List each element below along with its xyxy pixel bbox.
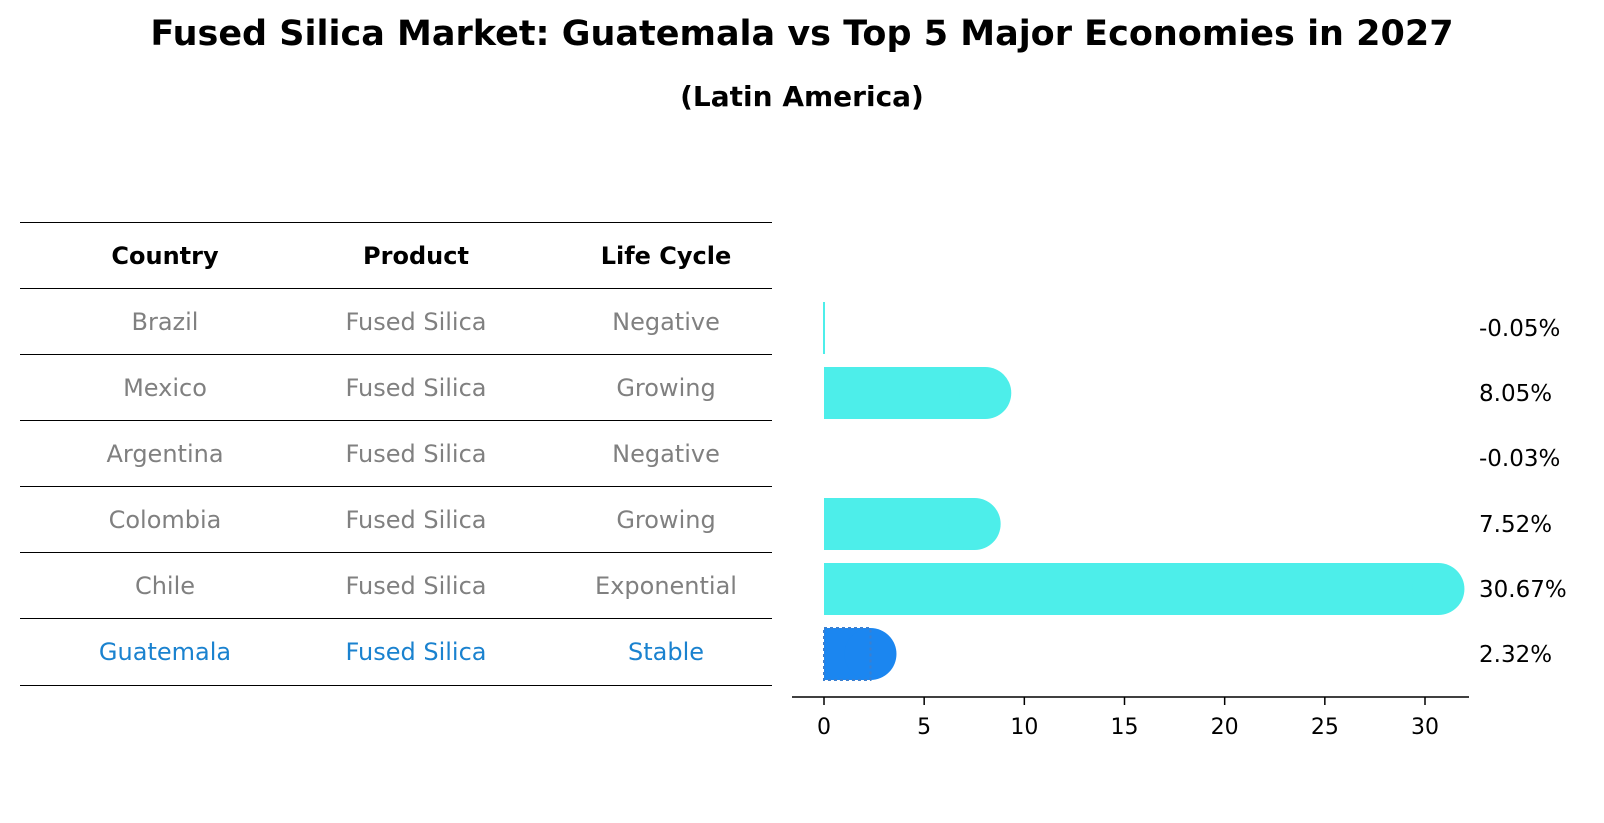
cell-life-cycle: Stable <box>627 638 705 666</box>
cell-country: Brazil <box>131 308 199 336</box>
cell-country: Guatemala <box>98 638 232 666</box>
x-tick-label: 20 <box>1211 715 1239 740</box>
bar-cap-colombia <box>948 498 1001 550</box>
cell-life-cycle: Negative <box>612 440 720 468</box>
table-row: Chile Fused Silica Exponential <box>20 552 772 619</box>
cell-country: Chile <box>134 572 196 600</box>
chart-subtitle: (Latin America) <box>680 80 924 113</box>
cell-life-cycle: Exponential <box>595 572 737 600</box>
cell-life-cycle: Negative <box>612 308 720 336</box>
bar-chile <box>824 563 1439 615</box>
table-row: Mexico Fused Silica Growing <box>20 354 772 421</box>
chart-title: Fused Silica Market: Guatemala vs Top 5 … <box>150 14 1454 54</box>
x-tick-label: 25 <box>1311 715 1339 740</box>
cell-country: Argentina <box>106 440 224 468</box>
cell-product: Fused Silica <box>345 506 487 534</box>
bar-outline-guatemala <box>823 627 872 681</box>
cell-product: Fused Silica <box>345 638 487 666</box>
value-label-argentina: -0.03% <box>1479 446 1560 472</box>
x-tick-label: 5 <box>917 715 931 740</box>
table-header-row: Country Product Life Cycle <box>20 222 772 289</box>
x-tick-label: 0 <box>817 715 831 740</box>
cell-product: Fused Silica <box>345 572 487 600</box>
cell-product: Fused Silica <box>345 374 487 402</box>
table-row: Colombia Fused Silica Growing <box>20 486 772 553</box>
cell-life-cycle: Growing <box>616 506 716 534</box>
header-life-cycle: Life Cycle <box>600 242 732 270</box>
value-label-chile: 30.67% <box>1479 577 1567 603</box>
table-row-highlight: Guatemala Fused Silica Stable <box>20 618 772 686</box>
x-tick-label: 15 <box>1111 715 1139 740</box>
table-row: Argentina Fused Silica Negative <box>20 420 772 487</box>
bar-cap-chile <box>1412 563 1465 615</box>
header-country: Country <box>111 242 219 270</box>
value-label-mexico: 8.05% <box>1479 381 1552 407</box>
cell-country: Colombia <box>108 506 222 534</box>
cell-life-cycle: Growing <box>616 374 716 402</box>
bar-brazil <box>823 302 825 354</box>
x-tick-label: 10 <box>1010 715 1038 740</box>
bar-cap-mexico <box>959 367 1012 419</box>
value-label-colombia: 7.52% <box>1479 512 1552 538</box>
header-product: Product <box>363 242 469 270</box>
x-tick-label: 30 <box>1411 715 1439 740</box>
cell-product: Fused Silica <box>345 308 487 336</box>
bar-mexico <box>824 367 986 419</box>
table-row: Brazil Fused Silica Negative <box>20 288 772 355</box>
value-label-brazil: -0.05% <box>1479 316 1560 342</box>
cell-product: Fused Silica <box>345 440 487 468</box>
value-label-guatemala: 2.32% <box>1479 642 1552 668</box>
cell-country: Mexico <box>123 374 207 402</box>
